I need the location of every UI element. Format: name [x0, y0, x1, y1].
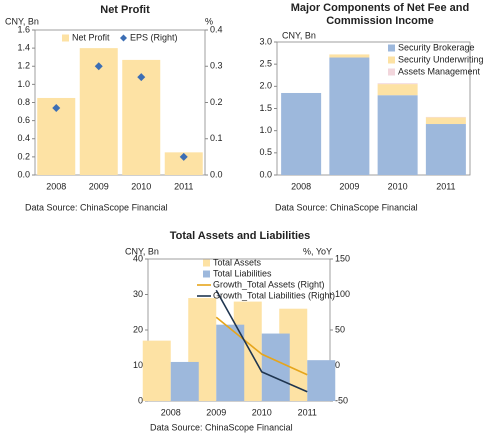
y2-tick-label: 100 [335, 289, 350, 299]
y-tick-label: 1.6 [17, 24, 30, 34]
chart-title: Major Components of Net Fee and Commissi… [290, 2, 470, 27]
source-note: Data Source: ChinaScope Financial [275, 202, 418, 212]
legend-label: Net Profit [72, 32, 110, 42]
marker [94, 62, 103, 71]
y2-tick-label: 50 [335, 324, 345, 334]
chart-title: Total Assets and Liabilities [170, 230, 311, 242]
x-tick-label: 2008 [161, 407, 181, 417]
bar [307, 360, 336, 401]
y-tick-label: 0.0 [259, 169, 272, 179]
y-axis-title: CNY, Bn [5, 16, 39, 26]
y-tick-label: 0.8 [17, 97, 30, 107]
marker [52, 103, 61, 112]
y2-tick-label: 0.4 [210, 24, 223, 34]
y-tick-label: 2.5 [259, 59, 272, 69]
x-tick-label: 2009 [339, 181, 359, 191]
legend-swatch [203, 270, 210, 278]
x-tick-label: 2011 [436, 181, 455, 191]
bar [281, 92, 322, 175]
line [215, 289, 308, 393]
legend-label: Total Liabilities [213, 268, 272, 278]
legend-label: Assets Management [398, 66, 481, 76]
legend-label: EPS (Right) [130, 32, 178, 42]
y-tick-label: 0 [138, 395, 143, 405]
source-note: Data Source: ChinaScope Financial [150, 422, 293, 432]
y2-axis-title: % [205, 16, 213, 26]
bar [425, 124, 466, 175]
bar [377, 95, 418, 175]
y-tick-label: 1.0 [259, 125, 272, 135]
y-tick-label: 30 [133, 289, 143, 299]
y-tick-label: 10 [133, 360, 143, 370]
x-tick-label: 2011 [174, 181, 193, 191]
chart-title: Net Profit [100, 4, 150, 16]
legend-swatch [388, 44, 395, 52]
legend-label: Security Brokerage [398, 42, 475, 52]
y-axis-title: CNY, Bn [282, 30, 316, 40]
bar [216, 324, 245, 401]
bar [377, 84, 418, 96]
legend-swatch [62, 34, 69, 42]
y-tick-label: 0.2 [17, 151, 30, 161]
legend-label: Growth_Total Assets (Right) [213, 279, 325, 289]
source-note: Data Source: ChinaScope Financial [25, 202, 168, 212]
y2-tick-label: 0.1 [210, 133, 223, 143]
y2-tick-label: 0 [335, 360, 340, 370]
y-tick-label: 20 [133, 324, 143, 334]
bar [377, 83, 418, 85]
y2-tick-label: -50 [335, 395, 348, 405]
y-tick-label: 0.4 [17, 133, 30, 143]
bar [164, 152, 203, 175]
legend-label: Total Assets [213, 257, 262, 267]
x-tick-label: 2010 [252, 407, 272, 417]
bar [261, 333, 290, 401]
legend-swatch [388, 56, 395, 64]
y2-tick-label: 0.0 [210, 169, 223, 179]
y2-axis-title: %, YoY [303, 246, 332, 256]
bar [329, 57, 370, 176]
y-tick-label: 0.6 [17, 115, 30, 125]
x-tick-label: 2010 [131, 181, 151, 191]
x-tick-label: 2011 [298, 407, 317, 417]
y-tick-label: 2.0 [259, 81, 272, 91]
x-tick-label: 2008 [46, 181, 66, 191]
legend-label: Growth_Total Liabilities (Right) [213, 290, 335, 300]
legend-label: Security Underwriting [398, 54, 484, 64]
x-tick-label: 2010 [388, 181, 408, 191]
y-axis-title: CNY, Bn [125, 246, 159, 256]
bar [329, 54, 370, 58]
bar [425, 117, 466, 125]
bar [142, 340, 171, 401]
x-tick-label: 2008 [291, 181, 311, 191]
marker [137, 73, 146, 82]
y-tick-label: 0.5 [259, 147, 272, 157]
y2-tick-label: 150 [335, 253, 350, 263]
y2-tick-label: 0.3 [210, 61, 223, 71]
y-tick-label: 1.4 [17, 43, 30, 53]
legend-swatch [388, 68, 395, 76]
x-tick-label: 2009 [89, 181, 109, 191]
chart-title-box: Major Components of Net Fee and Commissi… [290, 2, 470, 27]
line [215, 316, 308, 376]
legend-swatch [203, 259, 210, 267]
y-tick-label: 1.0 [17, 79, 30, 89]
y-tick-label: 1.2 [17, 61, 30, 71]
bar [170, 361, 199, 401]
y-tick-label: 40 [133, 253, 143, 263]
y-tick-label: 0.0 [17, 169, 30, 179]
y-tick-label: 3.0 [259, 36, 272, 46]
marker [179, 152, 188, 161]
y-tick-label: 1.5 [259, 103, 272, 113]
x-tick-label: 2009 [206, 407, 226, 417]
y2-tick-label: 0.2 [210, 97, 223, 107]
legend-swatch [120, 34, 127, 42]
